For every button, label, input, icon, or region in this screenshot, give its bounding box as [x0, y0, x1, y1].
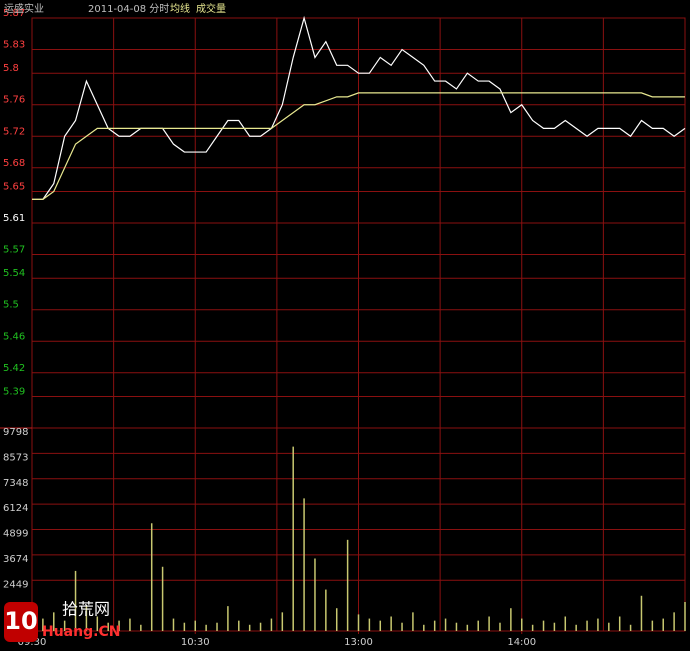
y-tick-label: 5.42 — [3, 363, 25, 374]
logo-site: 拾荒网 — [62, 600, 110, 619]
y-tick-label: 5.57 — [3, 245, 25, 256]
y-tick-label: 5.72 — [3, 126, 25, 137]
y-tick-label: 5.83 — [3, 40, 25, 51]
x-tick-label: 13:00 — [344, 637, 373, 648]
y-tick-label: 5.87 — [3, 8, 25, 19]
stock-name: 运盛实业 — [4, 2, 44, 15]
volume-label: 成交量 — [196, 2, 226, 15]
x-tick-label: 10:30 — [181, 637, 210, 648]
logo-domain: Huang.CN — [42, 624, 120, 640]
y2-tick-label: 3674 — [3, 554, 28, 565]
y-tick-label: 5.65 — [3, 181, 25, 192]
y2-tick-label: 8573 — [3, 452, 28, 463]
y2-tick-label: 2449 — [3, 579, 28, 590]
y-tick-label: 5.61 — [3, 213, 25, 224]
y-tick-label: 5.76 — [3, 95, 25, 106]
logo-number: 10 — [4, 607, 37, 635]
date: 2011-04-08 分时 — [88, 3, 169, 15]
y-tick-label: 5.68 — [3, 158, 25, 169]
y2-tick-label: 4899 — [3, 529, 28, 540]
y-tick-label: 5.8 — [3, 63, 19, 74]
y-tick-label: 5.5 — [3, 300, 19, 311]
avg-line — [32, 92, 685, 200]
y-tick-label: 5.46 — [3, 331, 25, 342]
avg-label: 均线 — [170, 2, 190, 15]
x-tick-label: 14:00 — [507, 637, 536, 648]
y2-tick-label: 7348 — [3, 478, 28, 489]
y2-tick-label: 9798 — [3, 427, 28, 438]
logo-badge — [4, 602, 38, 642]
y-tick-label: 5.54 — [3, 268, 25, 279]
y-tick-label: 5.39 — [3, 386, 25, 397]
y2-tick-label: 6124 — [3, 503, 28, 514]
x-tick-label: 09:30 — [18, 637, 47, 648]
